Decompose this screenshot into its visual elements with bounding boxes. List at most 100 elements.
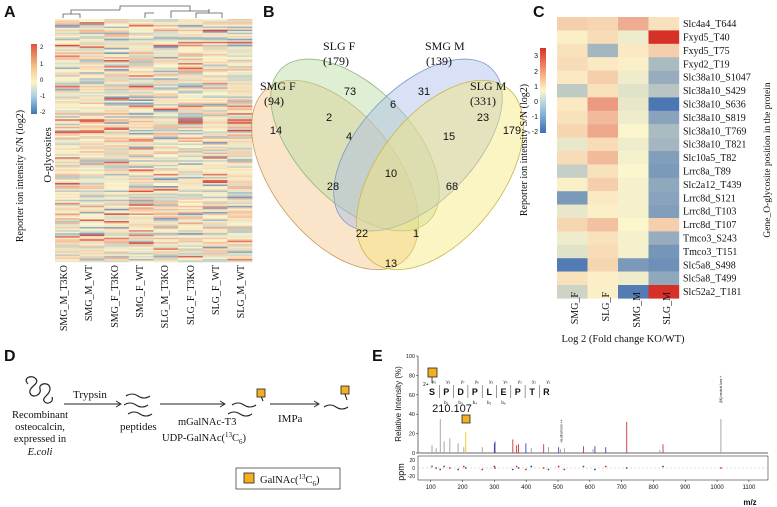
row-label-c: Tmco3_T151	[683, 247, 737, 258]
heatmap-a-cell	[104, 201, 130, 204]
heatmap-a-cell	[104, 53, 130, 56]
heatmap-a-cell	[178, 81, 204, 84]
heatmap-a-cell	[79, 28, 105, 30]
heatmap-a-cell	[79, 245, 105, 248]
heatmap-a-cell	[153, 164, 179, 167]
heatmap-a-cell	[55, 85, 80, 88]
heatmap-a-cell	[128, 148, 154, 150]
spectrum-y-tick: 40	[409, 412, 415, 418]
heatmap-a-cell	[79, 157, 105, 160]
heatmap-a-cell	[153, 52, 179, 55]
heatmap-a-cell	[55, 163, 80, 166]
heatmap-a-cell	[55, 154, 80, 156]
heatmap-a-cell	[104, 249, 130, 252]
heatmap-a-cell	[55, 56, 80, 59]
heatmap-a-cell	[79, 252, 105, 255]
sequence-residue: T	[529, 387, 535, 397]
peptides-icon	[123, 393, 153, 417]
heatmap-a-cell	[128, 163, 154, 166]
heatmap-a-cell	[202, 119, 228, 122]
heatmap-a-cell	[79, 257, 105, 260]
heatmap-a-cell	[128, 122, 154, 125]
heatmap-a-cell	[79, 214, 105, 217]
heatmap-a-cell	[79, 243, 105, 246]
heatmap-a-cell	[153, 116, 179, 119]
heatmap-a-cell	[227, 184, 253, 187]
panel-d: D Recombinant osteocalcin, expressed in …	[4, 348, 350, 490]
heatmap-a-cell	[178, 164, 204, 167]
heatmap-a-cell	[227, 154, 253, 156]
heatmap-a-cell	[202, 251, 228, 254]
heatmap-a-cell	[178, 87, 204, 90]
heatmap-a-cell	[104, 157, 130, 160]
heatmap-a-cell	[202, 114, 228, 117]
heatmap-a-cell	[178, 99, 204, 102]
heatmap-a-cell	[153, 205, 179, 208]
heatmap-a-cell	[128, 237, 154, 240]
heatmap-a-cell	[79, 110, 105, 112]
heatmap-a-cell	[153, 84, 179, 87]
heatmap-a-cell	[104, 239, 130, 242]
heatmap-a-cell	[128, 107, 154, 109]
heatmap-a-cell	[128, 35, 154, 38]
heatmap-a-cell	[104, 22, 130, 24]
heatmap-a-cell	[178, 104, 204, 106]
heatmap-a-cell	[104, 242, 130, 245]
heatmap-a-cell	[153, 254, 179, 257]
heatmap-c-cell	[648, 218, 680, 232]
b-ion-label: b₃	[458, 400, 463, 405]
heatmap-c-cell	[557, 17, 588, 31]
heatmap-a-cell	[178, 231, 204, 234]
heatmap-a-cell	[153, 163, 179, 166]
heatmap-a-cell	[178, 110, 204, 112]
heatmap-a-cell	[153, 183, 179, 185]
heatmap-a-cell	[227, 79, 253, 82]
heatmap-a-cell	[55, 76, 80, 79]
heatmap-a-cell	[153, 166, 179, 169]
heatmap-a-cell	[104, 184, 130, 187]
heatmap-a-cell	[202, 245, 228, 248]
heatmap-a-cell	[202, 28, 228, 30]
heatmap-a-cell	[153, 25, 179, 27]
heatmap-a-cell	[55, 228, 80, 231]
heatmap-a-cell	[55, 242, 80, 245]
heatmap-a-cell	[104, 173, 130, 176]
heatmap-a-cell	[202, 157, 228, 160]
heatmap-a-cell	[178, 242, 204, 245]
heatmap-a-cell	[202, 254, 228, 257]
heatmap-a-cell	[227, 233, 253, 235]
heatmap-a-cell	[153, 82, 179, 85]
heatmap-a-cell	[128, 243, 154, 246]
heatmap-a-cell	[79, 66, 105, 68]
heatmap-a-cell	[227, 228, 253, 231]
heatmap-c-cell	[587, 231, 619, 245]
heatmap-a-cell	[178, 251, 204, 254]
heatmap-a-cell	[128, 183, 154, 185]
heatmap-a-cell	[79, 219, 105, 222]
heatmap-a-cell	[104, 20, 130, 23]
heatmap-a-cell	[79, 132, 105, 135]
heatmap-a-cell	[104, 90, 130, 93]
heatmap-a-cell	[104, 237, 130, 240]
heatmap-c-cell	[557, 191, 588, 205]
heatmap-a-cell	[79, 160, 105, 163]
heatmap-a-cell	[128, 81, 154, 84]
heatmap-a-cell	[104, 148, 130, 150]
heatmap-a-cell	[128, 56, 154, 59]
heatmap-a-cell	[79, 49, 105, 52]
row-label-c: Lrrc8d_T103	[683, 207, 736, 218]
heatmap-a-cell	[227, 204, 253, 207]
heatmap-c-cell	[587, 17, 619, 31]
heatmap-a-cell	[153, 81, 179, 84]
heatmap-a-cell	[128, 99, 154, 102]
panel-c-xlabel: Log 2 (Fold change KO/WT)	[561, 334, 685, 345]
heatmap-a-cell	[55, 66, 80, 68]
heatmap-a-cell	[104, 107, 130, 109]
heatmap-a-cell	[79, 227, 105, 229]
heatmap-a-cell	[178, 249, 204, 252]
heatmap-a-cell	[178, 134, 204, 137]
heatmap-a-cell	[178, 50, 204, 53]
y-ion-label: y₆	[475, 379, 479, 384]
heatmap-a-cell	[178, 29, 204, 32]
heatmap-a-cell	[153, 99, 179, 102]
